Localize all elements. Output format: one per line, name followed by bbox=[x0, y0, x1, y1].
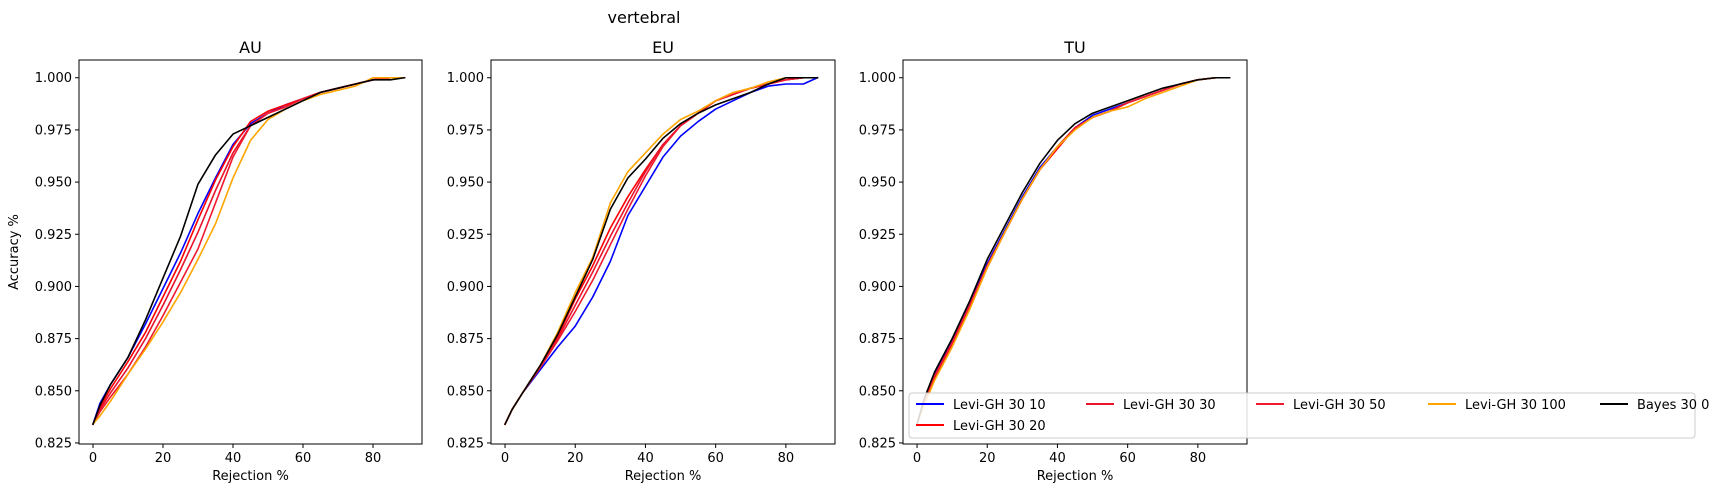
x-tick-label: 80 bbox=[365, 451, 382, 466]
y-tick-label: 0.975 bbox=[447, 123, 484, 138]
y-tick-label: 0.825 bbox=[35, 436, 72, 451]
y-tick-label: 0.975 bbox=[35, 123, 72, 138]
x-tick-label: 0 bbox=[501, 451, 509, 466]
x-tick-label: 80 bbox=[1190, 451, 1207, 466]
x-tick-label: 40 bbox=[1049, 451, 1066, 466]
y-tick-label: 0.925 bbox=[859, 228, 896, 243]
series-line-bayes-30-0 bbox=[503, 76, 819, 426]
x-axis-label: Rejection % bbox=[625, 469, 702, 484]
y-tick-label: 0.825 bbox=[447, 436, 484, 451]
series-group bbox=[503, 76, 819, 426]
legend-label: Levi-GH 30 20 bbox=[953, 419, 1046, 434]
panel-title: EU bbox=[652, 38, 674, 57]
chart-panel-au: 0 20 40 60 80 0.825 0.850 0.875 0.900 0.925 0.950 0… bbox=[7, 38, 423, 484]
y-tick-label: 0.900 bbox=[859, 280, 896, 295]
y-tick-label: 1.000 bbox=[859, 71, 896, 86]
x-tick-label: 60 bbox=[707, 451, 724, 466]
x-tick-label: 20 bbox=[979, 451, 996, 466]
y-tick-label: 0.900 bbox=[35, 280, 72, 295]
legend-entry: Levi-GH 30 50 bbox=[1256, 398, 1386, 413]
x-tick-label: 60 bbox=[295, 451, 312, 466]
y-tick-label: 0.850 bbox=[447, 384, 484, 399]
y-tick-label: 1.000 bbox=[35, 71, 72, 86]
legend-entry: Levi-GH 30 10 bbox=[916, 398, 1046, 413]
y-tick-label: 0.850 bbox=[859, 384, 896, 399]
figure-title: vertebral bbox=[608, 8, 681, 27]
y-tick-label: 0.975 bbox=[859, 123, 896, 138]
chart-panels: 0 20 40 60 80 0.825 0.850 0.875 0.900 0.925 0.950 0… bbox=[7, 38, 1248, 484]
y-tick-label: 0.825 bbox=[859, 436, 896, 451]
series-group bbox=[916, 76, 1231, 426]
series-line-levi-gh-30-10 bbox=[503, 76, 819, 426]
legend-label: Bayes 30 0 bbox=[1637, 398, 1709, 413]
legend-label: Levi-GH 30 10 bbox=[953, 398, 1046, 413]
y-tick-label: 0.950 bbox=[859, 176, 896, 191]
series-line-levi-gh-30-100 bbox=[916, 76, 1231, 426]
series-line-levi-gh-30-100 bbox=[91, 76, 406, 426]
panel-title: AU bbox=[239, 38, 262, 57]
x-tick-label: 40 bbox=[637, 451, 654, 466]
y-tick-label: 0.900 bbox=[447, 280, 484, 295]
series-line-bayes-30-0 bbox=[916, 76, 1231, 426]
x-axis-label: Rejection % bbox=[1037, 469, 1114, 484]
x-axis-label: Rejection % bbox=[212, 469, 289, 484]
panel-title: TU bbox=[1063, 38, 1085, 57]
legend-entry: Levi-GH 30 20 bbox=[916, 419, 1046, 434]
legend-entry: Levi-GH 30 30 bbox=[1086, 398, 1216, 413]
axes-frame bbox=[902, 59, 1248, 445]
series-line-bayes-30-0 bbox=[91, 76, 406, 426]
x-tick-label: 0 bbox=[89, 451, 97, 466]
legend: Levi-GH 30 10 Levi-GH 30 20 Levi-GH 30 30 L… bbox=[908, 392, 1709, 439]
x-tick-label: 80 bbox=[778, 451, 795, 466]
chart-panel-eu: 0 20 40 60 80 0.825 0.850 0.875 0.900 0.925 0.950 0… bbox=[447, 38, 836, 484]
legend-entry: Bayes 30 0 bbox=[1600, 398, 1709, 413]
x-tick-label: 60 bbox=[1119, 451, 1136, 466]
axes-frame bbox=[78, 59, 423, 445]
y-tick-label: 0.875 bbox=[35, 332, 72, 347]
y-tick-label: 0.850 bbox=[35, 384, 72, 399]
x-tick-label: 20 bbox=[567, 451, 584, 466]
y-tick-label: 0.925 bbox=[35, 228, 72, 243]
y-tick-label: 0.875 bbox=[447, 332, 484, 347]
legend-label: Levi-GH 30 30 bbox=[1123, 398, 1216, 413]
y-tick-label: 0.950 bbox=[35, 176, 72, 191]
legend-label: Levi-GH 30 50 bbox=[1293, 398, 1386, 413]
chart-panel-tu: 0 20 40 60 80 0.825 0.850 0.875 0.900 0.925 0.950 0… bbox=[859, 38, 1248, 484]
x-tick-label: 40 bbox=[225, 451, 242, 466]
y-tick-label: 0.925 bbox=[447, 228, 484, 243]
y-tick-label: 0.875 bbox=[859, 332, 896, 347]
series-group bbox=[91, 76, 406, 426]
legend-label: Levi-GH 30 100 bbox=[1465, 398, 1566, 413]
legend-entry: Levi-GH 30 100 bbox=[1428, 398, 1566, 413]
y-tick-label: 1.000 bbox=[447, 71, 484, 86]
y-axis-label: Accuracy % bbox=[7, 214, 22, 290]
x-tick-label: 20 bbox=[155, 451, 172, 466]
y-tick-label: 0.950 bbox=[447, 176, 484, 191]
x-tick-label: 0 bbox=[913, 451, 921, 466]
axes-frame bbox=[490, 59, 836, 445]
